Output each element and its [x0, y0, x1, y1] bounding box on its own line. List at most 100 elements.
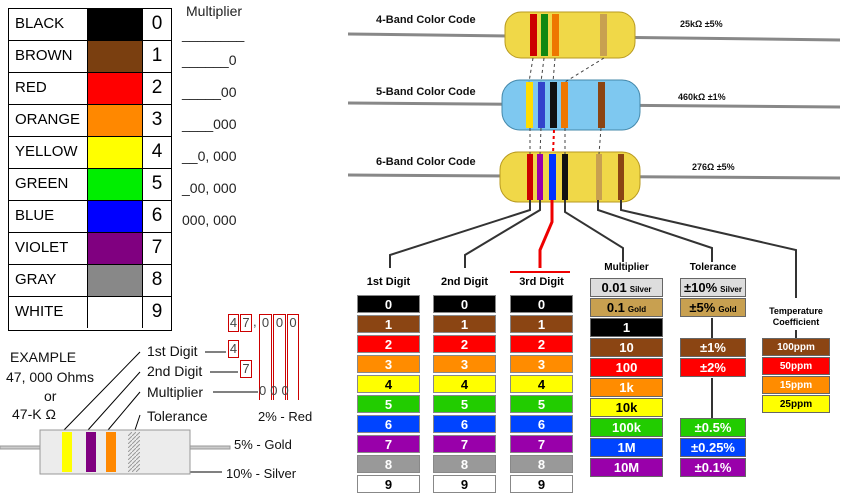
color-digit: 7 — [151, 237, 163, 258]
digit-box-4: 4 — [228, 314, 239, 332]
multiplier-cell-label: 1k — [619, 380, 634, 395]
multiplier-cell-label: 0.1 — [606, 300, 625, 315]
multiplier-cell: 0.1 Gold — [590, 298, 663, 317]
color-row-white: WHITE 9 — [9, 297, 171, 329]
color-name: WHITE — [15, 303, 64, 320]
first-digit-value: 4 — [228, 340, 239, 358]
digit-cell: 7 — [433, 435, 496, 453]
digit-cell: 3 — [510, 355, 573, 373]
color-name: GREEN — [15, 175, 69, 192]
value-5band: 460kΩ ±1% — [678, 92, 726, 102]
resistor-6band — [499, 151, 641, 203]
multiplier-cell: 100k — [590, 418, 663, 437]
header-multiplier: Multiplier — [604, 262, 649, 273]
color-digit: 3 — [151, 109, 163, 130]
multiplier-cell: 10k — [590, 398, 663, 417]
digit-cell: 1 — [510, 315, 573, 333]
value-4band: 25kΩ ±5% — [680, 19, 723, 29]
digit-box-0a: 0 — [259, 314, 272, 400]
tolerance-cell-sub: Silver — [720, 285, 742, 294]
header-tempco: Temperature Coefficient — [769, 306, 823, 327]
example-title: EXAMPLE — [10, 349, 77, 365]
multiplier-cell-sub: Gold — [627, 305, 647, 314]
header-2nd-digit: 2nd Digit — [440, 276, 489, 288]
multiplier-cell-label: 10k — [615, 400, 638, 415]
title-6band: 6-Band Color Code — [376, 156, 476, 168]
multiplier-cell: 0.01 Silver — [590, 278, 663, 297]
digit-box-0c: 0 — [287, 314, 299, 400]
multiplier-value: _00, 000 — [182, 180, 237, 196]
multiplier-value: _____00 — [182, 84, 237, 100]
multiplier-cell-sub: Silver — [629, 285, 652, 294]
header-1st-digit: 1st Digit — [366, 276, 411, 288]
color-row-red: RED 2 — [9, 73, 171, 105]
digit-cell: 4 — [510, 375, 573, 393]
color-swatch — [87, 73, 143, 104]
tolerance-label: Tolerance — [147, 408, 208, 424]
digit-cell: 1 — [433, 315, 496, 333]
digit-cell: 9 — [510, 475, 573, 493]
digit-cell: 4 — [433, 375, 496, 393]
digit-cell: 3 — [433, 355, 496, 373]
multiplier-cell-label: 10 — [619, 340, 634, 355]
tolerance-cell-label: ±10% — [684, 280, 718, 295]
color-name: ORANGE — [15, 111, 81, 128]
header-3rd-digit: 3rd Digit — [519, 276, 564, 288]
digit-cell: 7 — [357, 435, 420, 453]
tolerance-silver: 10% - Silver — [226, 466, 297, 481]
tolerance-cell-label: ±0.1% — [694, 460, 732, 475]
tolerance-cell-label: ±1% — [700, 340, 726, 355]
tempco-cell: 15ppm — [762, 376, 830, 394]
color-name: BLACK — [15, 15, 65, 32]
example-k: 47-K Ω — [12, 406, 56, 422]
multiplier-cell: 1k — [590, 378, 663, 397]
color-swatch — [87, 41, 143, 72]
color-digit: 9 — [151, 301, 163, 322]
tolerance-cell-label: ±0.25% — [691, 440, 735, 455]
digit-comma: , — [253, 314, 257, 329]
tolerance-cell: ±0.25% — [680, 438, 746, 457]
color-swatch — [87, 169, 143, 200]
color-row-orange: ORANGE 3 — [9, 105, 171, 137]
multiplier-cell-label: 0.01 — [601, 280, 627, 295]
digit-cell: 6 — [357, 415, 420, 433]
color-code-table: BLACK 0 BROWN 1 RED 2 ORANGE 3 YELLOW 4 GREEN 5 BLUE… — [8, 8, 172, 331]
tolerance-red: 2% - Red — [258, 409, 313, 424]
digit-cell: 3 — [357, 355, 420, 373]
tolerance-cell-sub: Gold — [718, 305, 737, 314]
tolerance-cell: ±5% Gold — [680, 298, 746, 317]
multiplier-cell: 1 — [590, 318, 663, 337]
color-swatch — [87, 137, 143, 168]
resistor-4band — [504, 11, 636, 59]
color-row-black: BLACK 0 — [9, 9, 171, 41]
color-name: VIOLET — [15, 239, 69, 256]
multiplier-title: Multiplier — [186, 3, 243, 19]
digit-cell: 9 — [357, 475, 420, 493]
color-digit: 2 — [151, 77, 163, 98]
multiplier-value: ______0 — [182, 52, 237, 68]
color-swatch — [87, 9, 143, 40]
tolerance-cell-label: ±0.5% — [694, 420, 732, 435]
tolerance-cell-label: ±5% — [689, 300, 716, 315]
tolerance-cell: ±0.1% — [680, 458, 746, 477]
multiplier-cell: 1M — [590, 438, 663, 457]
digit-cell: 9 — [433, 475, 496, 493]
second-digit-value: 7 — [240, 360, 252, 378]
color-digit: 6 — [151, 205, 163, 226]
color-row-blue: BLUE 6 — [9, 201, 171, 233]
digit-cell: 8 — [357, 455, 420, 473]
color-swatch — [87, 297, 143, 328]
color-digit: 8 — [151, 269, 163, 290]
header-tolerance: Tolerance — [689, 262, 737, 273]
multiplier-label: Multiplier — [147, 384, 204, 400]
resistor-5band — [501, 79, 641, 131]
color-swatch — [87, 201, 143, 232]
tolerance-cell: ±0.5% — [680, 418, 746, 437]
digit-cell: 5 — [510, 395, 573, 413]
color-digit: 1 — [151, 45, 163, 66]
multiplier-value: ____000 — [182, 116, 237, 132]
digit-cell: 8 — [433, 455, 496, 473]
color-row-violet: VIOLET 7 — [9, 233, 171, 265]
